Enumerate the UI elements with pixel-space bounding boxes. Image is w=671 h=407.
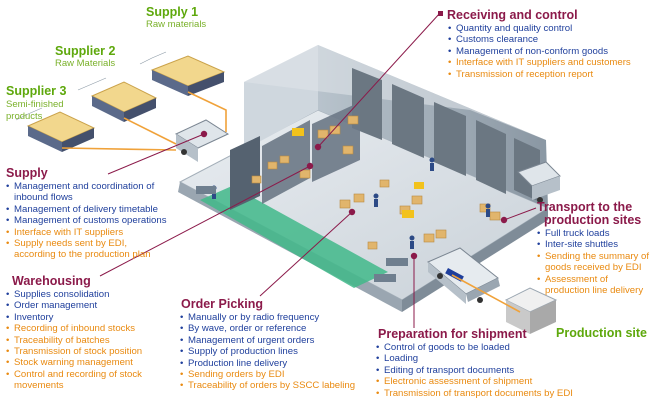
list-item: Traceability of orders by SSCC labeling [180,380,355,392]
list-item: Editing of transport documents [376,365,573,377]
list-item: movements [14,380,64,392]
list-item: Interface with IT suppliers and customer… [448,57,631,69]
callout-dots [200,11,508,260]
supplier-3-building [26,111,96,152]
list-item: Recording of inbound stocks [6,323,142,335]
supplier-1-title: Supply 1 [146,5,199,19]
list-item: Management of delivery timetable [6,204,167,216]
list-item: Supplies consolidation [6,289,142,301]
picking-list: Manually or by radio frequencyBy wave, o… [180,312,355,392]
list-item: Interface with IT suppliers [6,227,167,239]
list-item: Loading [376,353,573,365]
shipment-title: Preparation for shipment [378,327,527,341]
cardboard-boxes [251,115,501,250]
shipment-list: Control of goods to be loadedLoadingEdit… [376,342,573,399]
callout-lines [99,12,537,328]
list-item: goods received by EDI [545,262,642,274]
list-item: Customs clearance [448,34,631,46]
list-item: Electronic assessment of shipment [376,376,573,388]
workers [211,157,491,249]
list-item: Quantity and quality control [448,23,631,35]
green-aisle [200,186,388,288]
list-item: Management of customs operations [6,215,167,227]
list-item: Management and coordination of [6,181,167,193]
supply-flow-fence [15,51,167,121]
list-item: Transmission of reception report [448,69,631,81]
transport-title-line1: Transport to the [537,200,633,214]
list-item: Transmission of transport documents by E… [376,388,573,400]
list-item: Manually or by radio frequency [180,312,355,324]
warehousing-title: Warehousing [12,274,91,288]
list-item: Control and recording of stock [6,369,142,381]
supplier-2-building [90,81,158,122]
list-item: production line delivery [545,285,644,297]
list-item: Sending the summary of [537,251,649,263]
list-item: Full truck loads [537,228,649,240]
list-item: inbound flows [14,192,73,204]
list-item: Traceability of batches [6,335,142,347]
list-item: By wave, order or reference [180,323,355,335]
list-item: Supply needs sent by EDI, [6,238,167,250]
list-item: Inter-site shuttles [537,239,649,251]
supply-truck [174,119,230,162]
list-item: Order management [6,300,142,312]
supplier-2-subtitle: Raw Materials [55,58,116,69]
list-item: Transmission of stock position [6,346,142,358]
list-item: Management of urgent orders [180,335,355,347]
list-item: Stock warning management [6,357,142,369]
receiving-list: Quantity and quality controlCustoms clea… [448,23,631,80]
supply-title: Supply [6,166,48,180]
list-item: Supply of production lines [180,346,355,358]
transport-title-line2: production sites [544,213,642,227]
supplier-1-subtitle: Raw materials [146,19,207,30]
supplier-3-subtitle: Semi-finished products [6,99,64,122]
receiving-truck [517,161,561,203]
list-item: Control of goods to be loaded [376,342,573,354]
production-site-title: Production site [556,326,647,340]
transport-list: Full truck loadsInter-site shuttlesSendi… [537,228,649,296]
supplier-2-title: Supplier 2 [55,44,116,58]
workstations [196,186,408,282]
supplier-buildings [15,51,226,152]
list-item: Sending orders by EDI [180,369,355,381]
list-item: Inventory [6,312,142,324]
warehouse-back-wall [244,45,548,208]
receiving-title: Receiving and control [447,8,578,22]
list-item: Assessment of [537,274,649,286]
supplier-3-title: Supplier 3 [6,84,67,98]
list-item: Management of non-conform goods [448,46,631,58]
picking-title: Order Picking [181,297,263,311]
supplier-1-building [150,55,226,96]
warehousing-list: Supplies consolidationOrder managementIn… [6,289,142,392]
forklifts [292,128,424,218]
list-item: according to the production plan [14,249,151,261]
supply-flow-lines [61,91,521,313]
list-item: Production line delivery [180,358,355,370]
